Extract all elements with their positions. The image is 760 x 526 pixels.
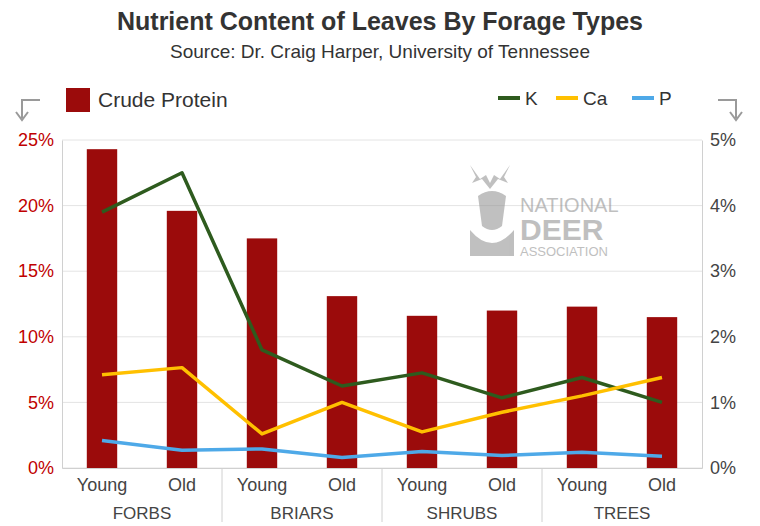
tick-label: Old <box>328 475 356 495</box>
watermark: NATIONALDEERASSOCIATION <box>470 165 619 259</box>
tick: Young <box>77 468 127 495</box>
bar <box>567 307 597 468</box>
grid-line <box>62 140 702 141</box>
tick-label: Old <box>168 475 196 495</box>
tick-label: 5% <box>28 393 54 413</box>
legend-swatch <box>632 96 654 100</box>
axis-pointer <box>16 112 28 120</box>
tick: 10% <box>18 327 62 347</box>
tick-label: Young <box>77 475 127 495</box>
y2-axis: 0% 1% 2% 3% 4% 5% <box>702 130 736 478</box>
legend-swatch <box>66 88 90 112</box>
tick: Young <box>237 468 287 495</box>
tick: Old <box>648 468 676 495</box>
tick-label: 0% <box>710 458 736 478</box>
tick: 5% <box>28 393 62 413</box>
grid-line <box>62 271 702 272</box>
axis-pointers <box>16 100 742 120</box>
bar <box>407 316 437 468</box>
tick: Old <box>168 468 196 495</box>
tick-label: Old <box>648 475 676 495</box>
tick-label: 2% <box>710 327 736 347</box>
tick: 3% <box>702 261 736 281</box>
title: Nutrient Content of Leaves By Forage Typ… <box>117 7 643 35</box>
grid <box>62 140 702 468</box>
tick: Old <box>328 468 356 495</box>
tick: Young <box>557 468 607 495</box>
legend-swatch <box>556 96 578 100</box>
tick: 2% <box>702 327 736 347</box>
watermark-icon <box>470 165 514 256</box>
group-separator <box>542 468 543 522</box>
line <box>102 368 662 434</box>
tick-label: Young <box>557 475 607 495</box>
watermark-text: ASSOCIATION <box>520 244 608 259</box>
tick: 0% <box>702 458 736 478</box>
tick-label: Young <box>397 475 447 495</box>
group-separator <box>222 468 223 522</box>
legend-label: Ca <box>583 88 608 109</box>
tick-label: Young <box>237 475 287 495</box>
tick: 15% <box>18 261 62 281</box>
legend-label: P <box>659 88 672 109</box>
tick-label: 15% <box>18 261 54 281</box>
bar <box>647 317 677 468</box>
bar <box>487 311 517 468</box>
axis-pointer <box>730 112 742 120</box>
tick-label: 20% <box>18 196 54 216</box>
group-label: FORBS <box>113 504 172 523</box>
grid-line <box>62 336 702 337</box>
chart: Nutrient Content of Leaves By Forage Typ… <box>0 0 760 526</box>
tick-label: Old <box>488 475 516 495</box>
line <box>102 440 662 457</box>
tick-label: 25% <box>18 130 54 150</box>
marks <box>87 149 677 468</box>
bar-series <box>87 149 677 468</box>
group-separator <box>382 468 383 522</box>
legend-label: Crude Protein <box>98 88 228 111</box>
watermark-text: DEER <box>520 213 604 246</box>
tick-label: 3% <box>710 261 736 281</box>
bar <box>167 211 197 468</box>
tick: Young <box>397 468 447 495</box>
legend-label: K <box>525 88 538 109</box>
group-label: SHRUBS <box>427 504 498 523</box>
tick: 4% <box>702 196 736 216</box>
bar <box>87 149 117 468</box>
grid-line <box>62 402 702 403</box>
tick: 25% <box>18 130 62 150</box>
axis-line <box>62 141 63 469</box>
tick-label: 4% <box>710 196 736 216</box>
group-label: BRIARS <box>270 504 333 523</box>
y-axis: 0% 5% 10% 15% 20% 25% <box>18 130 63 478</box>
tick-label: 1% <box>710 393 736 413</box>
tick: 20% <box>18 196 62 216</box>
legend: Crude Protein K Ca P <box>66 88 672 112</box>
tick: 5% <box>702 130 736 150</box>
tick: 0% <box>28 458 62 478</box>
tick-label: 0% <box>28 458 54 478</box>
tick: 1% <box>702 393 736 413</box>
legend-swatch <box>498 96 520 100</box>
group-label: TREES <box>594 504 651 523</box>
axis-line <box>702 141 703 469</box>
tick-label: 5% <box>710 130 736 150</box>
tick: Old <box>488 468 516 495</box>
line <box>102 173 662 403</box>
subtitle: Source: Dr. Craig Harper, University of … <box>170 41 590 62</box>
tick-label: 10% <box>18 327 54 347</box>
group-labels: FORBS BRIARS SHRUBS TREES <box>113 468 651 523</box>
